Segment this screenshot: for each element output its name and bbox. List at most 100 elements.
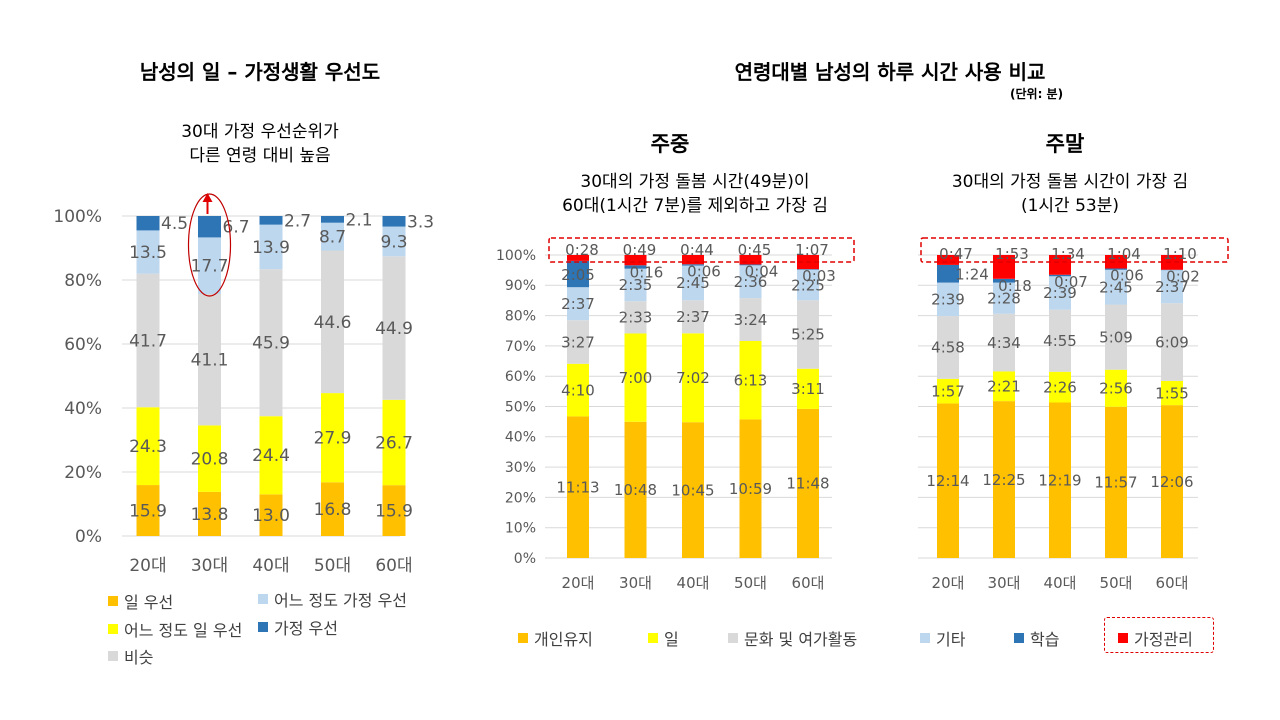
legend-swatch bbox=[108, 624, 118, 634]
weekend-x-tick-label: 20대 bbox=[932, 574, 965, 592]
weekend-data-label: 1:10 bbox=[1163, 245, 1197, 263]
priority-bar-40대-s3 bbox=[259, 224, 283, 270]
highlight-ellipse bbox=[187, 193, 232, 297]
weekday-data-label: 2:25 bbox=[791, 276, 825, 294]
weekend-data-label: 12:14 bbox=[926, 472, 969, 490]
priority-data-label: 15.9 bbox=[375, 502, 413, 522]
legend-item-equal: 비슷 bbox=[108, 644, 153, 668]
weekday-bar-50대-s1 bbox=[739, 341, 762, 420]
priority-data-label: 6.7 bbox=[223, 218, 250, 238]
priority-data-label: 24.3 bbox=[129, 437, 167, 457]
priority-data-label: 44.9 bbox=[375, 319, 413, 339]
weekday-x-tick-label: 60대 bbox=[792, 574, 825, 592]
legend-item-culture: 문화 및 여가활동 bbox=[728, 626, 857, 650]
priority-data-label: 27.9 bbox=[314, 429, 352, 449]
priority-data-label: 45.9 bbox=[252, 334, 290, 354]
weekday-bar-40대-s2 bbox=[682, 300, 704, 334]
weekend-bar-60대-s5 bbox=[1161, 255, 1183, 270]
weekday-y-tick-label: 100% bbox=[496, 248, 536, 264]
weekday-subtitle: 30대의 가정 돌봄 시간(49분)이 60대(1시간 7분)를 제외하고 가장… bbox=[500, 170, 890, 218]
weekday-bar-20대-s4 bbox=[567, 260, 589, 288]
weekend-data-label: 2:39 bbox=[1043, 284, 1077, 302]
highlight-arrow-head bbox=[202, 193, 213, 202]
weekend-bar-50대-s1 bbox=[1105, 369, 1127, 407]
priority-bar-40대-s4 bbox=[259, 216, 283, 225]
priority-bar-20대-s2 bbox=[136, 273, 160, 408]
weekday-data-label: 0:44 bbox=[680, 241, 714, 259]
weekend-data-label: 5:09 bbox=[1099, 328, 1133, 346]
weekend-subtitle: 30대의 가정 돌봄 시간이 가장 김 (1시간 53분) bbox=[880, 170, 1260, 218]
priority-data-label: 13.0 bbox=[252, 506, 290, 526]
weekend-bar-30대-s4 bbox=[993, 278, 1015, 283]
weekday-bar-40대-s0 bbox=[682, 422, 704, 558]
priority-y-tick-label: 60% bbox=[64, 335, 102, 355]
weekend-data-label: 0:07 bbox=[1054, 273, 1088, 291]
weekend-data-label: 4:34 bbox=[987, 334, 1021, 352]
weekday-data-label: 0:03 bbox=[802, 267, 836, 285]
weekday-y-tick-label: 0% bbox=[514, 551, 536, 567]
weekday-bar-20대-s0 bbox=[567, 416, 589, 558]
priority-data-label: 41.1 bbox=[191, 351, 229, 371]
weekday-data-label: 2:37 bbox=[561, 295, 595, 313]
weekday-data-label: 1:07 bbox=[795, 241, 829, 259]
weekend-bar-30대-s5 bbox=[993, 255, 1015, 279]
weekend-x-tick-label: 50대 bbox=[1100, 574, 1133, 592]
weekend-data-label: 6:09 bbox=[1155, 333, 1189, 351]
legend-label: 문화 및 여가활동 bbox=[744, 630, 858, 649]
weekend-data-label: 0:06 bbox=[1110, 266, 1144, 284]
weekday-bar-60대-s3 bbox=[797, 269, 819, 301]
priority-bar-20대-s0 bbox=[136, 485, 160, 536]
weekend-data-label: 11:57 bbox=[1094, 474, 1137, 492]
weekday-data-label: 2:35 bbox=[619, 276, 653, 294]
priority-bar-50대-s4 bbox=[321, 216, 344, 223]
weekend-home-mgmt-highlight-box bbox=[920, 237, 1229, 263]
weekday-bar-60대-s1 bbox=[797, 368, 819, 409]
weekend-bar-50대-s5 bbox=[1105, 255, 1127, 269]
priority-bar-30대-s1 bbox=[198, 425, 221, 492]
weekday-y-tick-label: 60% bbox=[505, 369, 536, 385]
weekend-bar-30대-s0 bbox=[993, 401, 1015, 558]
weekday-data-label: 3:27 bbox=[561, 333, 595, 351]
weekend-data-label: 0:47 bbox=[939, 245, 973, 263]
weekend-bar-50대-s0 bbox=[1105, 406, 1127, 558]
weekend-data-label: 0:18 bbox=[998, 277, 1032, 295]
weekday-bar-50대-s2 bbox=[739, 298, 762, 342]
weekday-data-label: 0:06 bbox=[687, 262, 721, 280]
weekday-bar-30대-s2 bbox=[624, 301, 647, 334]
weekday-bar-50대-s4 bbox=[739, 264, 762, 266]
legend-label: 가정관리 bbox=[1134, 630, 1193, 649]
weekend-subtitle-line-2: (1시간 53분) bbox=[1020, 196, 1120, 216]
weekend-bar-20대-s5 bbox=[937, 255, 959, 265]
right-chart-title: 연령대별 남성의 하루 시간 사용 비교 bbox=[734, 60, 1046, 84]
left-subtitle-line-1: 30대 가정 우선순위가 bbox=[181, 122, 339, 142]
weekend-data-label: 1:34 bbox=[1051, 245, 1085, 263]
weekend-x-tick-label: 40대 bbox=[1044, 574, 1077, 592]
weekday-y-tick-label: 50% bbox=[505, 399, 536, 415]
legend-swatch bbox=[920, 633, 930, 643]
weekend-data-label: 1:57 bbox=[931, 382, 965, 400]
weekday-y-tick-label: 30% bbox=[505, 460, 536, 476]
legend-label: 어느 정도 가정 우선 bbox=[274, 591, 408, 610]
weekday-data-label: 11:48 bbox=[786, 475, 829, 493]
legend-swatch bbox=[108, 596, 118, 606]
weekend-bar-60대-s0 bbox=[1161, 405, 1183, 558]
weekday-data-label: 7:02 bbox=[676, 369, 710, 387]
priority-bar-20대-s4 bbox=[136, 216, 160, 231]
weekday-bar-60대-s4 bbox=[797, 269, 819, 270]
weekend-data-label: 2:28 bbox=[987, 289, 1021, 307]
weekend-bar-50대-s3 bbox=[1105, 269, 1127, 305]
weekday-data-label: 10:59 bbox=[729, 480, 772, 498]
priority-y-tick-label: 0% bbox=[75, 527, 102, 547]
priority-bar-40대-s1 bbox=[259, 416, 283, 495]
weekday-bar-30대-s3 bbox=[624, 268, 647, 302]
weekday-subtitle-line-2: 60대(1시간 7분)를 제외하고 가장 김 bbox=[562, 196, 828, 216]
legend-label: 일 bbox=[664, 630, 679, 649]
weekend-data-label: 0:02 bbox=[1166, 268, 1200, 286]
unit-label: (단위: 분) bbox=[1010, 87, 1064, 101]
weekday-bar-50대-s3 bbox=[739, 265, 762, 299]
weekday-data-label: 2:05 bbox=[561, 266, 595, 284]
legend-label: 개인유지 bbox=[534, 630, 593, 649]
weekend-bar-60대-s3 bbox=[1161, 270, 1183, 304]
priority-bar-30대-s2 bbox=[198, 294, 221, 426]
